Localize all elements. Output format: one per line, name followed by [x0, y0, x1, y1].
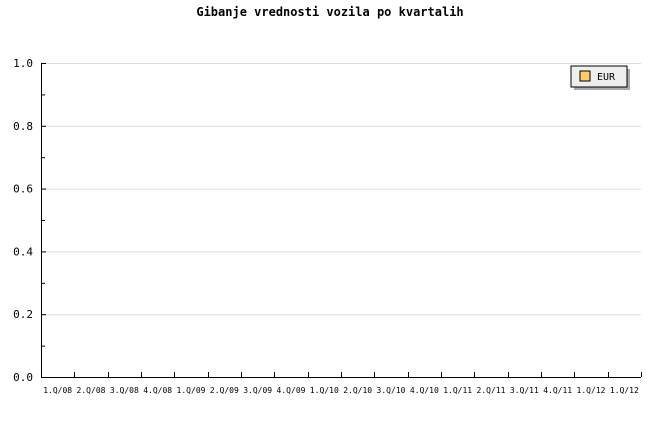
x-tick-label: 1.Q/09: [177, 386, 206, 395]
y-tick-label: 1.0: [13, 57, 33, 70]
x-tick-label: 4.Q/08: [143, 386, 172, 395]
x-tick-label: 4.Q/11: [543, 386, 572, 395]
x-tick-label: 2.Q/08: [77, 386, 106, 395]
x-tick-label: 1.Q/12: [577, 386, 606, 395]
x-tick-label: 2.Q/09: [210, 386, 239, 395]
x-tick-label: 1.Q/12: [610, 386, 639, 395]
x-tick-label: 1.Q/10: [310, 386, 339, 395]
x-tick-label: 2.Q/11: [477, 386, 506, 395]
legend-label: EUR: [597, 72, 616, 83]
x-tick-label: 1.Q/11: [443, 386, 472, 395]
y-tick-label: 0.0: [13, 371, 33, 384]
x-tick-label: 3.Q/08: [110, 386, 139, 395]
y-tick-label: 0.6: [13, 183, 33, 196]
y-tick-label: 0.2: [13, 308, 33, 321]
legend: EUR: [570, 65, 630, 90]
x-tick-label: 2.Q/10: [343, 386, 372, 395]
chart-title: Gibanje vrednosti vozila po kvartalih: [196, 5, 463, 19]
x-tick-label: 3.Q/10: [377, 386, 406, 395]
x-tick-label: 1.Q/08: [43, 386, 72, 395]
y-tick-label: 0.4: [13, 245, 33, 258]
x-tick-label: 3.Q/11: [510, 386, 539, 395]
legend-swatch: [579, 70, 591, 82]
x-tick-label: 4.Q/10: [410, 386, 439, 395]
x-tick-label: 4.Q/09: [277, 386, 306, 395]
y-tick-label: 0.8: [13, 120, 33, 133]
x-tick-label: 3.Q/09: [243, 386, 272, 395]
